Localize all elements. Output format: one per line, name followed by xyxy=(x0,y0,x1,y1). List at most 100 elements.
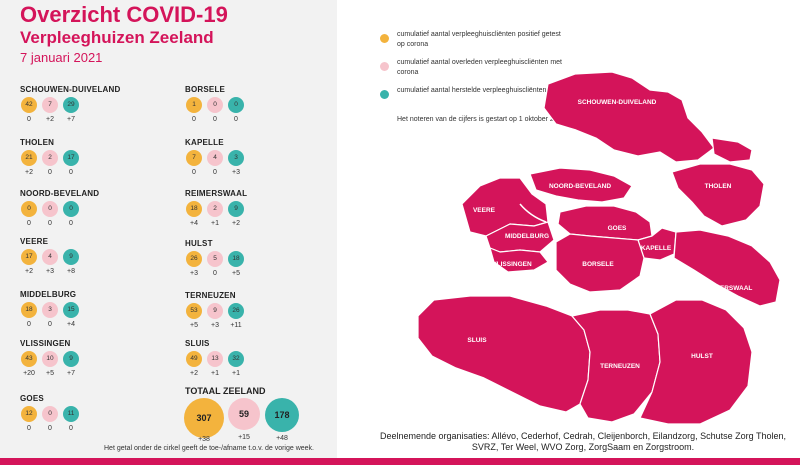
recovered-count: 18 xyxy=(228,251,244,267)
region-name: SCHOUWEN-DUIVELAND xyxy=(20,85,121,94)
footnote: Het getal onder de cirkel geeft de toe-/… xyxy=(104,445,314,452)
region-name: MIDDELBURG xyxy=(20,290,77,299)
page-title: Overzicht COVID-19 xyxy=(20,2,228,27)
region-name: HULST xyxy=(185,239,213,248)
recovered-count: 3 xyxy=(228,150,244,166)
map-region-reimerswaal xyxy=(673,229,781,307)
deceased-delta: +1 xyxy=(211,220,219,227)
deceased-delta: +2 xyxy=(46,116,54,123)
deceased-count: 5 xyxy=(207,251,223,267)
recovered-delta: +11 xyxy=(230,322,242,329)
total-positive-delta: +38 xyxy=(198,436,210,443)
recovered-delta: +8 xyxy=(67,268,75,275)
positive-count: 42 xyxy=(21,97,37,113)
total-recovered-delta: +48 xyxy=(276,435,288,442)
positive-delta: 0 xyxy=(27,321,31,328)
region-name: GOES xyxy=(20,394,44,403)
positive-count: 21 xyxy=(21,150,37,166)
deceased-count: 2 xyxy=(42,150,58,166)
positive-count: 18 xyxy=(186,201,202,217)
map-region-terneuzen xyxy=(571,309,661,423)
region-name: BORSELE xyxy=(185,85,226,94)
map-region-schouwen-island-east xyxy=(711,137,753,163)
legend-dot-positive xyxy=(380,34,389,43)
positive-delta: +2 xyxy=(25,169,33,176)
region-name: NOORD-BEVELAND xyxy=(20,189,100,198)
map-label-hulst: HULST xyxy=(691,353,713,360)
region-name: KAPELLE xyxy=(185,138,224,147)
deceased-count: 7 xyxy=(42,97,58,113)
legend-dot-deceased xyxy=(380,62,389,71)
positive-count: 43 xyxy=(21,351,37,367)
deceased-count: 0 xyxy=(42,201,58,217)
page-subtitle: Verpleeghuizen Zeeland xyxy=(20,28,214,47)
region-borsele: BORSELE 1 0 0 0 0 0 xyxy=(185,85,335,131)
deceased-count: 3 xyxy=(42,302,58,318)
recovered-count: 9 xyxy=(228,201,244,217)
region-vlissingen: VLISSINGEN 43 10 9 +20 +5 +7 xyxy=(20,339,170,385)
positive-count: 1 xyxy=(186,97,202,113)
legend-text-positive: cumulatief aantal verpleeghuiscliënten p… xyxy=(397,31,561,48)
positive-delta: 0 xyxy=(27,220,31,227)
map-region-tholen xyxy=(671,163,765,227)
positive-count: 7 xyxy=(186,150,202,166)
deceased-delta: 0 xyxy=(48,169,52,176)
region-goes: GOES 12 0 11 0 0 0 xyxy=(20,394,170,440)
map-region-borsele xyxy=(555,233,645,293)
region-noord-beveland: NOORD-BEVELAND 0 0 0 0 0 0 xyxy=(20,189,170,235)
legend-text-recovered: cumulatief aantal herstelde verpleeghuis… xyxy=(397,87,547,94)
recovered-count: 9 xyxy=(63,351,79,367)
recovered-delta: 0 xyxy=(69,220,73,227)
recovered-count: 15 xyxy=(63,302,79,318)
positive-count: 17 xyxy=(21,249,37,265)
region-reimerswaal: REIMERSWAAL 18 2 9 +4 +1 +2 xyxy=(185,189,335,235)
total-recovered-count: 178 xyxy=(265,398,299,432)
region-name: REIMERSWAAL xyxy=(185,189,248,198)
deceased-delta: +3 xyxy=(46,268,54,275)
recovered-delta: 0 xyxy=(69,169,73,176)
legend-dot-recovered xyxy=(380,90,389,99)
deceased-count: 4 xyxy=(207,150,223,166)
positive-delta: 0 xyxy=(27,116,31,123)
total-deceased-delta: +15 xyxy=(238,434,250,441)
region-terneuzen: TERNEUZEN 53 9 26 +5 +3 +11 xyxy=(185,291,335,337)
recovered-count: 0 xyxy=(228,97,244,113)
positive-delta: +4 xyxy=(190,220,198,227)
map-label-borsele: BORSELE xyxy=(582,261,614,268)
recovered-delta: 0 xyxy=(234,116,238,123)
region-veere: VEERE 17 4 9 +2 +3 +8 xyxy=(20,237,170,283)
map-label-middelburg: MIDDELBURG xyxy=(505,233,549,240)
positive-delta: +2 xyxy=(190,370,198,377)
map-label-veere: VEERE xyxy=(473,207,496,214)
region-name: SLUIS xyxy=(185,339,210,348)
recovered-count: 29 xyxy=(63,97,79,113)
deceased-count: 2 xyxy=(207,201,223,217)
map-region-sluis xyxy=(417,295,591,413)
deceased-delta: 0 xyxy=(48,425,52,432)
map-label-terneuzen: TERNEUZEN xyxy=(600,363,640,370)
positive-count: 18 xyxy=(21,302,37,318)
deceased-delta: 0 xyxy=(213,116,217,123)
deceased-delta: +5 xyxy=(46,370,54,377)
recovered-count: 9 xyxy=(63,249,79,265)
recovered-delta: +4 xyxy=(67,321,75,328)
map-label-noord-beveland: NOORD-BEVELAND xyxy=(549,183,611,190)
map-label-reimerswaal: REIMERSWAAL xyxy=(704,285,753,292)
positive-delta: +20 xyxy=(23,370,35,377)
deceased-delta: +3 xyxy=(211,322,219,329)
recovered-count: 26 xyxy=(228,303,244,319)
map-label-tholen: THOLEN xyxy=(705,183,732,190)
deceased-delta: 0 xyxy=(213,270,217,277)
deceased-delta: 0 xyxy=(213,169,217,176)
region-schouwen-duiveland: SCHOUWEN-DUIVELAND 42 7 29 0 +2 +7 xyxy=(20,85,170,131)
region-name: THOLEN xyxy=(20,138,55,147)
positive-delta: +2 xyxy=(25,268,33,275)
deceased-count: 13 xyxy=(207,351,223,367)
map-label-sluis: SLUIS xyxy=(467,337,487,344)
participating-organisations: Deelnemende organisaties: Allévo, Cederh… xyxy=(379,431,787,452)
positive-delta: 0 xyxy=(192,116,196,123)
recovered-delta: +2 xyxy=(232,220,240,227)
total-positive-count: 307 xyxy=(184,398,224,438)
map-region-vlissingen xyxy=(489,247,549,273)
region-name: VLISSINGEN xyxy=(20,339,71,348)
